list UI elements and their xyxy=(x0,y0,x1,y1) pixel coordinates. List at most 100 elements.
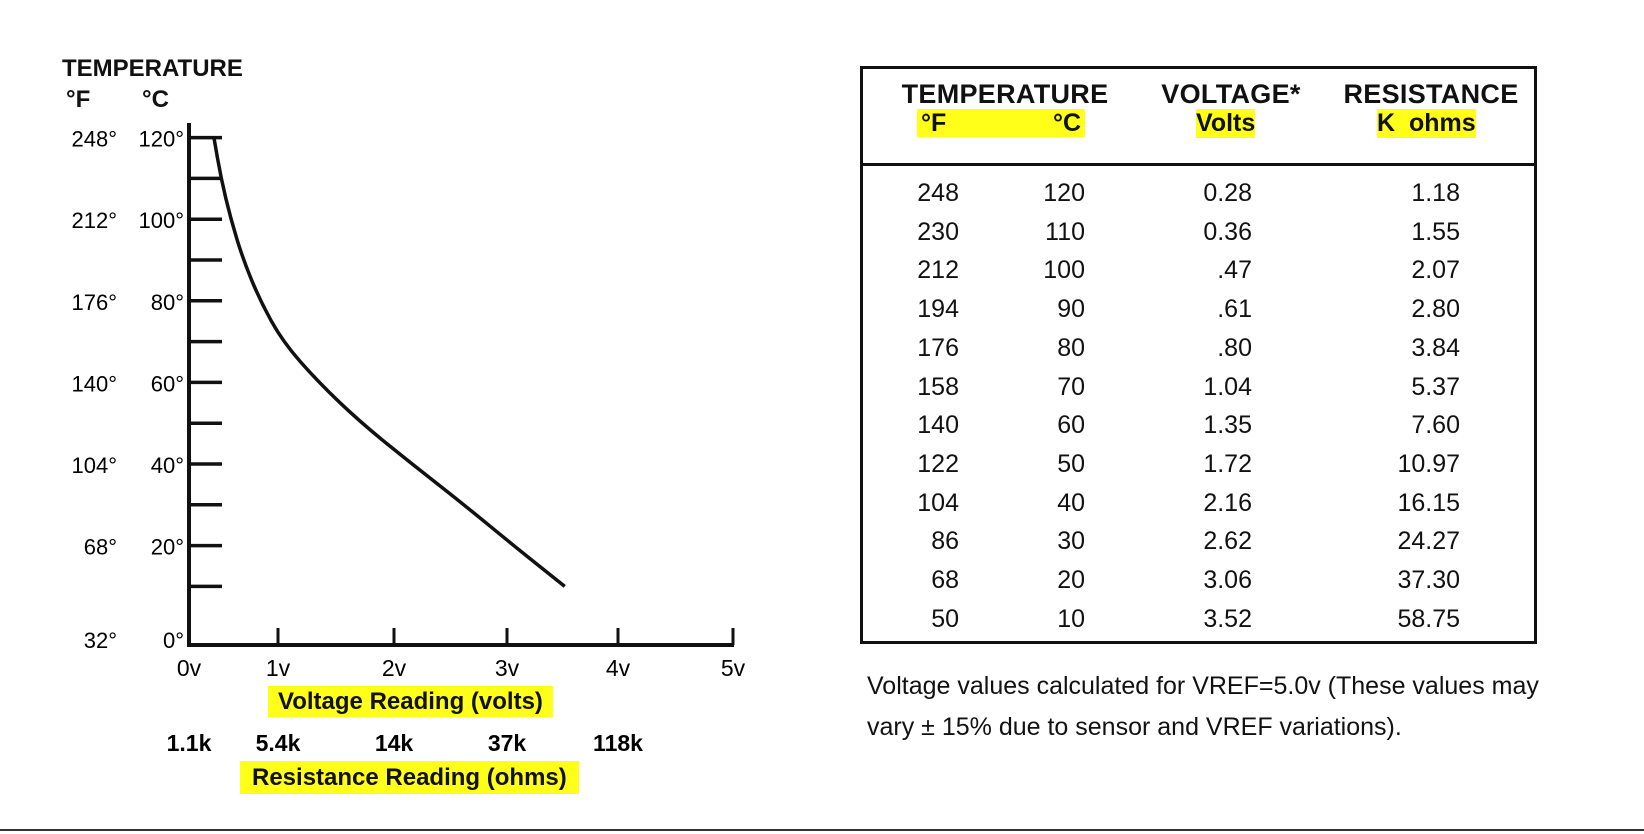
cell-celsius: 90 xyxy=(1057,295,1085,324)
fahrenheit-tick-label: 104° xyxy=(71,453,117,478)
cell-fahrenheit: 212 xyxy=(917,256,959,285)
cell-fahrenheit: 50 xyxy=(931,604,959,633)
header-temperature: TEMPERATURE xyxy=(901,79,1109,109)
chart-title: TEMPERATURE xyxy=(58,55,243,83)
cell-celsius: 30 xyxy=(1057,527,1085,556)
cell-voltage: .61 xyxy=(1217,295,1252,324)
celsius-tick-label: 20° xyxy=(151,535,184,560)
x-tick-label: 4v xyxy=(606,655,631,681)
x-tick-label: 3v xyxy=(495,655,520,681)
celsius-tick-label: 0° xyxy=(163,628,184,653)
cell-voltage: 3.52 xyxy=(1203,604,1252,633)
cell-celsius: 110 xyxy=(1045,217,1085,246)
header-f: °F xyxy=(921,109,947,137)
header-voltage: VOLTAGE* xyxy=(1161,79,1301,109)
footnote: Voltage values calculated for VREF=5.0v … xyxy=(867,672,1539,741)
table-row: 176 80 .80 3.84 xyxy=(863,334,1534,372)
cell-voltage: .80 xyxy=(1217,333,1252,362)
header-c: °C xyxy=(1053,109,1082,137)
cell-celsius: 10 xyxy=(1057,604,1085,633)
cell-resistance: 2.07 xyxy=(1411,256,1460,285)
table-row: 50 10 3.52 58.75 xyxy=(863,605,1534,643)
cell-celsius: 120 xyxy=(1043,179,1085,207)
header-volts: Volts xyxy=(1196,109,1256,138)
unit-c-label: °C xyxy=(142,86,169,113)
series-line xyxy=(212,137,566,588)
cell-resistance: 2.80 xyxy=(1411,295,1460,324)
table-row: 194 90 .61 2.80 xyxy=(863,295,1534,333)
cell-fahrenheit: 176 xyxy=(917,333,959,362)
cell-voltage: .47 xyxy=(1217,256,1252,285)
cell-celsius: 100 xyxy=(1043,256,1085,285)
cell-voltage: 1.35 xyxy=(1203,411,1252,440)
cell-resistance: 1.18 xyxy=(1411,179,1460,207)
cell-voltage: 2.16 xyxy=(1203,488,1252,517)
cell-celsius: 80 xyxy=(1057,333,1085,362)
cell-voltage: 1.04 xyxy=(1203,372,1252,401)
cell-fahrenheit: 104 xyxy=(917,488,959,517)
data-table: TEMPERATURE VOLTAGE* RESISTANCE °F °C Vo… xyxy=(860,66,1537,644)
cell-resistance: 58.75 xyxy=(1397,604,1460,633)
celsius-tick-label: 40° xyxy=(151,453,184,478)
cell-fahrenheit: 86 xyxy=(931,527,959,556)
resistance-tick-label: 118k xyxy=(593,730,643,756)
resistance-axis-title: Resistance Reading (ohms) xyxy=(240,761,579,794)
celsius-tick-label: 80° xyxy=(151,290,184,315)
cell-resistance: 7.60 xyxy=(1411,411,1460,440)
resistance-tick-label: 1.1k xyxy=(167,730,212,756)
cell-resistance: 37.30 xyxy=(1397,566,1460,594)
fahrenheit-tick-label: 32° xyxy=(84,628,117,653)
fahrenheit-tick-label: 140° xyxy=(71,371,117,396)
cell-voltage: 3.06 xyxy=(1203,566,1252,594)
cell-resistance: 16.15 xyxy=(1397,488,1460,517)
cell-fahrenheit: 248 xyxy=(917,179,959,207)
fahrenheit-tick-label: 68° xyxy=(84,535,117,560)
resistance-tick-label: 37k xyxy=(488,730,527,756)
table-row: 140 60 1.35 7.60 xyxy=(863,411,1534,449)
cell-resistance: 10.97 xyxy=(1397,449,1460,478)
cell-celsius: 60 xyxy=(1057,411,1085,440)
table-row: 122 50 1.72 10.97 xyxy=(863,450,1534,488)
table-row: 104 40 2.16 16.15 xyxy=(863,489,1534,527)
table-row: 212 100 .47 2.07 xyxy=(863,256,1534,294)
x-axis-title-text: Voltage Reading (volts) xyxy=(268,686,553,717)
page-bottom-rule xyxy=(0,829,1644,831)
header-resistance: RESISTANCE xyxy=(1343,79,1519,109)
header-kohms: K ohms xyxy=(1377,109,1476,138)
cell-voltage: 2.62 xyxy=(1203,527,1252,556)
x-axis-title: Voltage Reading (volts) xyxy=(268,686,553,717)
cell-fahrenheit: 230 xyxy=(917,217,959,246)
cell-fahrenheit: 140 xyxy=(917,411,959,440)
cell-celsius: 50 xyxy=(1057,449,1085,478)
cell-resistance: 5.37 xyxy=(1411,372,1460,401)
cell-celsius: 20 xyxy=(1057,566,1085,594)
cell-resistance: 1.55 xyxy=(1411,217,1460,246)
cell-resistance: 3.84 xyxy=(1411,333,1460,362)
cell-celsius: 70 xyxy=(1057,372,1085,401)
x-tick-label: 5v xyxy=(721,655,746,681)
table-row: 68 20 3.06 37.30 xyxy=(863,566,1534,604)
unit-f-label: °F xyxy=(66,86,91,113)
cell-fahrenheit: 68 xyxy=(931,566,959,594)
celsius-tick-label: 100° xyxy=(138,208,184,233)
temp-units-highlight xyxy=(917,109,1085,137)
x-tick-label: 0v xyxy=(177,655,202,681)
cell-voltage: 0.28 xyxy=(1203,179,1252,207)
table-row: 86 30 2.62 24.27 xyxy=(863,527,1534,565)
fahrenheit-tick-label: 248° xyxy=(71,127,117,152)
resistance-axis-title-text: Resistance Reading (ohms) xyxy=(240,761,579,794)
cell-voltage: 0.36 xyxy=(1203,217,1252,246)
resistance-tick-label: 5.4k xyxy=(256,730,301,756)
cell-resistance: 24.27 xyxy=(1397,527,1460,556)
resistance-tick-label: 14k xyxy=(375,730,414,756)
cell-fahrenheit: 194 xyxy=(917,295,959,324)
celsius-tick-label: 60° xyxy=(151,371,184,396)
cell-celsius: 40 xyxy=(1057,488,1085,517)
table-row: 158 70 1.04 5.37 xyxy=(863,373,1534,411)
table-row: 248 120 0.28 1.18 xyxy=(863,179,1534,217)
x-tick-label: 1v xyxy=(266,655,291,681)
cell-fahrenheit: 158 xyxy=(917,372,959,401)
table-row: 230 110 0.36 1.55 xyxy=(863,218,1534,256)
chart-title-text: TEMPERATURE xyxy=(62,55,243,82)
